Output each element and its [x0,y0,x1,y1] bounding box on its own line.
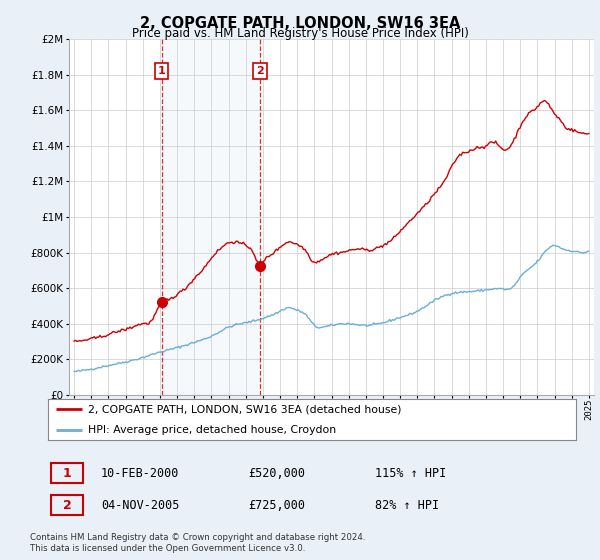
Text: £520,000: £520,000 [248,466,305,480]
Text: 2: 2 [256,66,264,76]
Text: 1: 1 [62,466,71,480]
Text: 10-FEB-2000: 10-FEB-2000 [101,466,179,480]
Text: 1: 1 [158,66,166,76]
FancyBboxPatch shape [50,495,83,515]
Text: HPI: Average price, detached house, Croydon: HPI: Average price, detached house, Croy… [88,424,336,435]
Text: Price paid vs. HM Land Registry's House Price Index (HPI): Price paid vs. HM Land Registry's House … [131,27,469,40]
FancyBboxPatch shape [50,463,83,483]
Text: 115% ↑ HPI: 115% ↑ HPI [376,466,446,480]
Text: Contains HM Land Registry data © Crown copyright and database right 2024.
This d: Contains HM Land Registry data © Crown c… [30,533,365,553]
Text: 04-NOV-2005: 04-NOV-2005 [101,498,179,512]
Text: 82% ↑ HPI: 82% ↑ HPI [376,498,439,512]
Text: 2, COPGATE PATH, LONDON, SW16 3EA (detached house): 2, COPGATE PATH, LONDON, SW16 3EA (detac… [88,404,401,414]
Text: £725,000: £725,000 [248,498,305,512]
Bar [162,39,260,395]
Text: 2, COPGATE PATH, LONDON, SW16 3EA: 2, COPGATE PATH, LONDON, SW16 3EA [140,16,460,31]
Text: 2: 2 [62,498,71,512]
